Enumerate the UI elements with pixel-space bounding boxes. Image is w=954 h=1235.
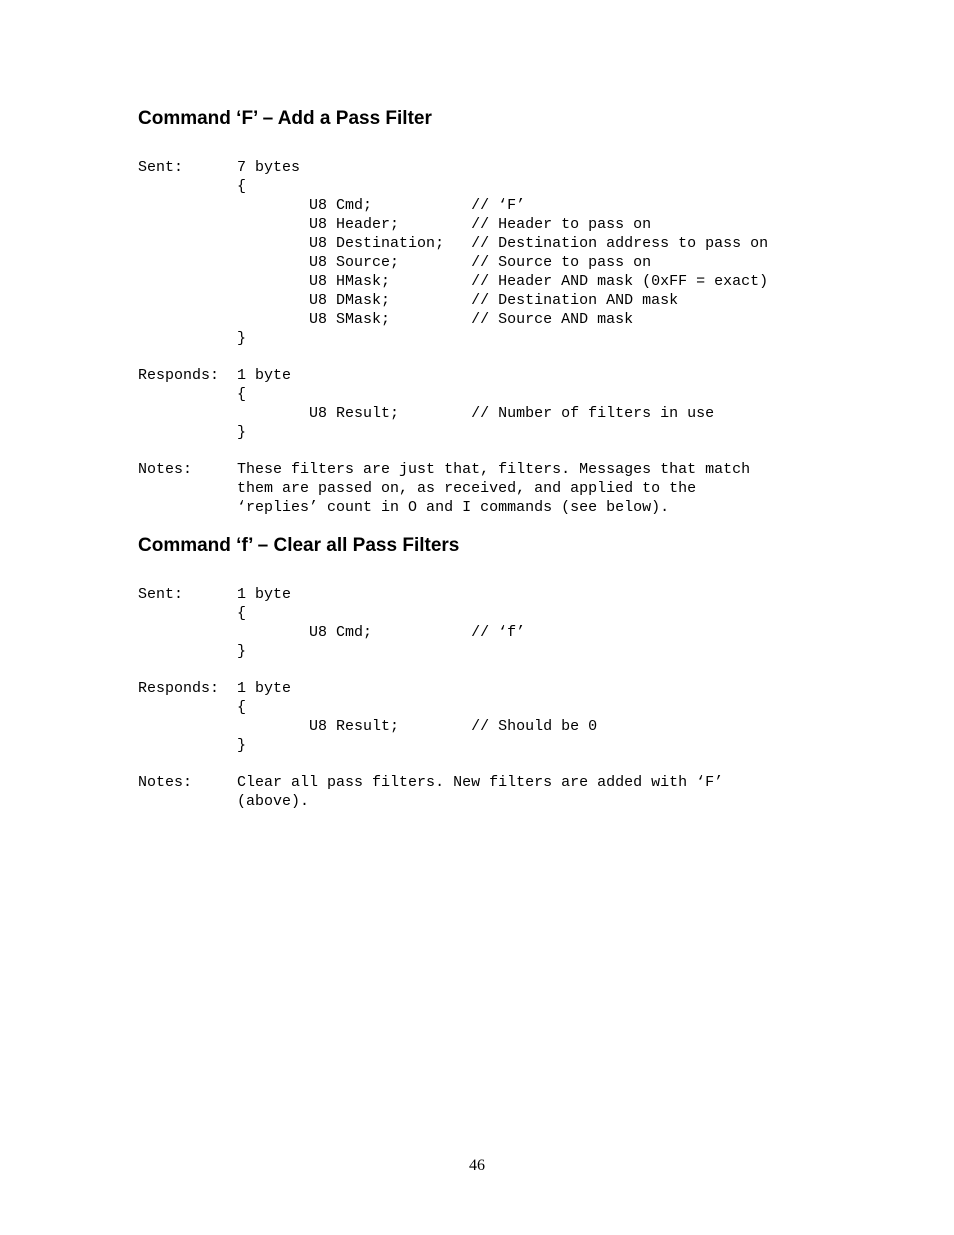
close-brace: }: [237, 737, 246, 754]
field-line: U8 Result; // Number of filters in use: [237, 405, 714, 422]
close-brace: }: [237, 643, 246, 660]
field-line: U8 DMask; // Destination AND mask: [237, 292, 678, 309]
f-responds-block: Responds: 1 byte { U8 Result; // Should …: [138, 679, 834, 755]
field-line: U8 Result; // Should be 0: [237, 718, 597, 735]
size: 1 byte: [237, 680, 291, 697]
field-line: U8 SMask; // Source AND mask: [237, 311, 633, 328]
page-number: 46: [0, 1157, 954, 1175]
label: Sent:: [138, 586, 183, 603]
notes-line: ‘replies’ count in O and I commands (see…: [237, 499, 669, 516]
page: Command ‘F’ – Add a Pass Filter Sent: 7 …: [0, 0, 954, 1235]
size: 1 byte: [237, 367, 291, 384]
label: Responds:: [138, 680, 219, 697]
notes-line: them are passed on, as received, and app…: [237, 480, 696, 497]
notes-line: (above).: [237, 793, 309, 810]
open-brace: {: [237, 386, 246, 403]
field-line: U8 Destination; // Destination address t…: [237, 235, 768, 252]
field-line: U8 Cmd; // ‘F’: [237, 197, 525, 214]
size: 1 byte: [237, 586, 291, 603]
label: Responds:: [138, 367, 219, 384]
label: Notes:: [138, 461, 192, 478]
F-responds-block: Responds: 1 byte { U8 Result; // Number …: [138, 366, 834, 442]
open-brace: {: [237, 605, 246, 622]
notes-line: Clear all pass filters. New filters are …: [237, 774, 723, 791]
heading-command-F: Command ‘F’ – Add a Pass Filter: [138, 108, 834, 130]
F-notes-block: Notes: These filters are just that, filt…: [138, 460, 834, 517]
f-notes-block: Notes: Clear all pass filters. New filte…: [138, 773, 834, 811]
f-sent-block: Sent: 1 byte { U8 Cmd; // ‘f’ }: [138, 585, 834, 661]
notes-line: These filters are just that, filters. Me…: [237, 461, 750, 478]
open-brace: {: [237, 699, 246, 716]
label: Notes:: [138, 774, 192, 791]
size: 7 bytes: [237, 159, 300, 176]
field-line: U8 Header; // Header to pass on: [237, 216, 651, 233]
open-brace: {: [237, 178, 246, 195]
label: Sent:: [138, 159, 183, 176]
F-sent-block: Sent: 7 bytes { U8 Cmd; // ‘F’ U8 Header…: [138, 158, 834, 348]
close-brace: }: [237, 330, 246, 347]
heading-command-f: Command ‘f’ – Clear all Pass Filters: [138, 535, 834, 557]
field-line: U8 Cmd; // ‘f’: [237, 624, 525, 641]
field-line: U8 HMask; // Header AND mask (0xFF = exa…: [237, 273, 768, 290]
close-brace: }: [237, 424, 246, 441]
field-line: U8 Source; // Source to pass on: [237, 254, 651, 271]
